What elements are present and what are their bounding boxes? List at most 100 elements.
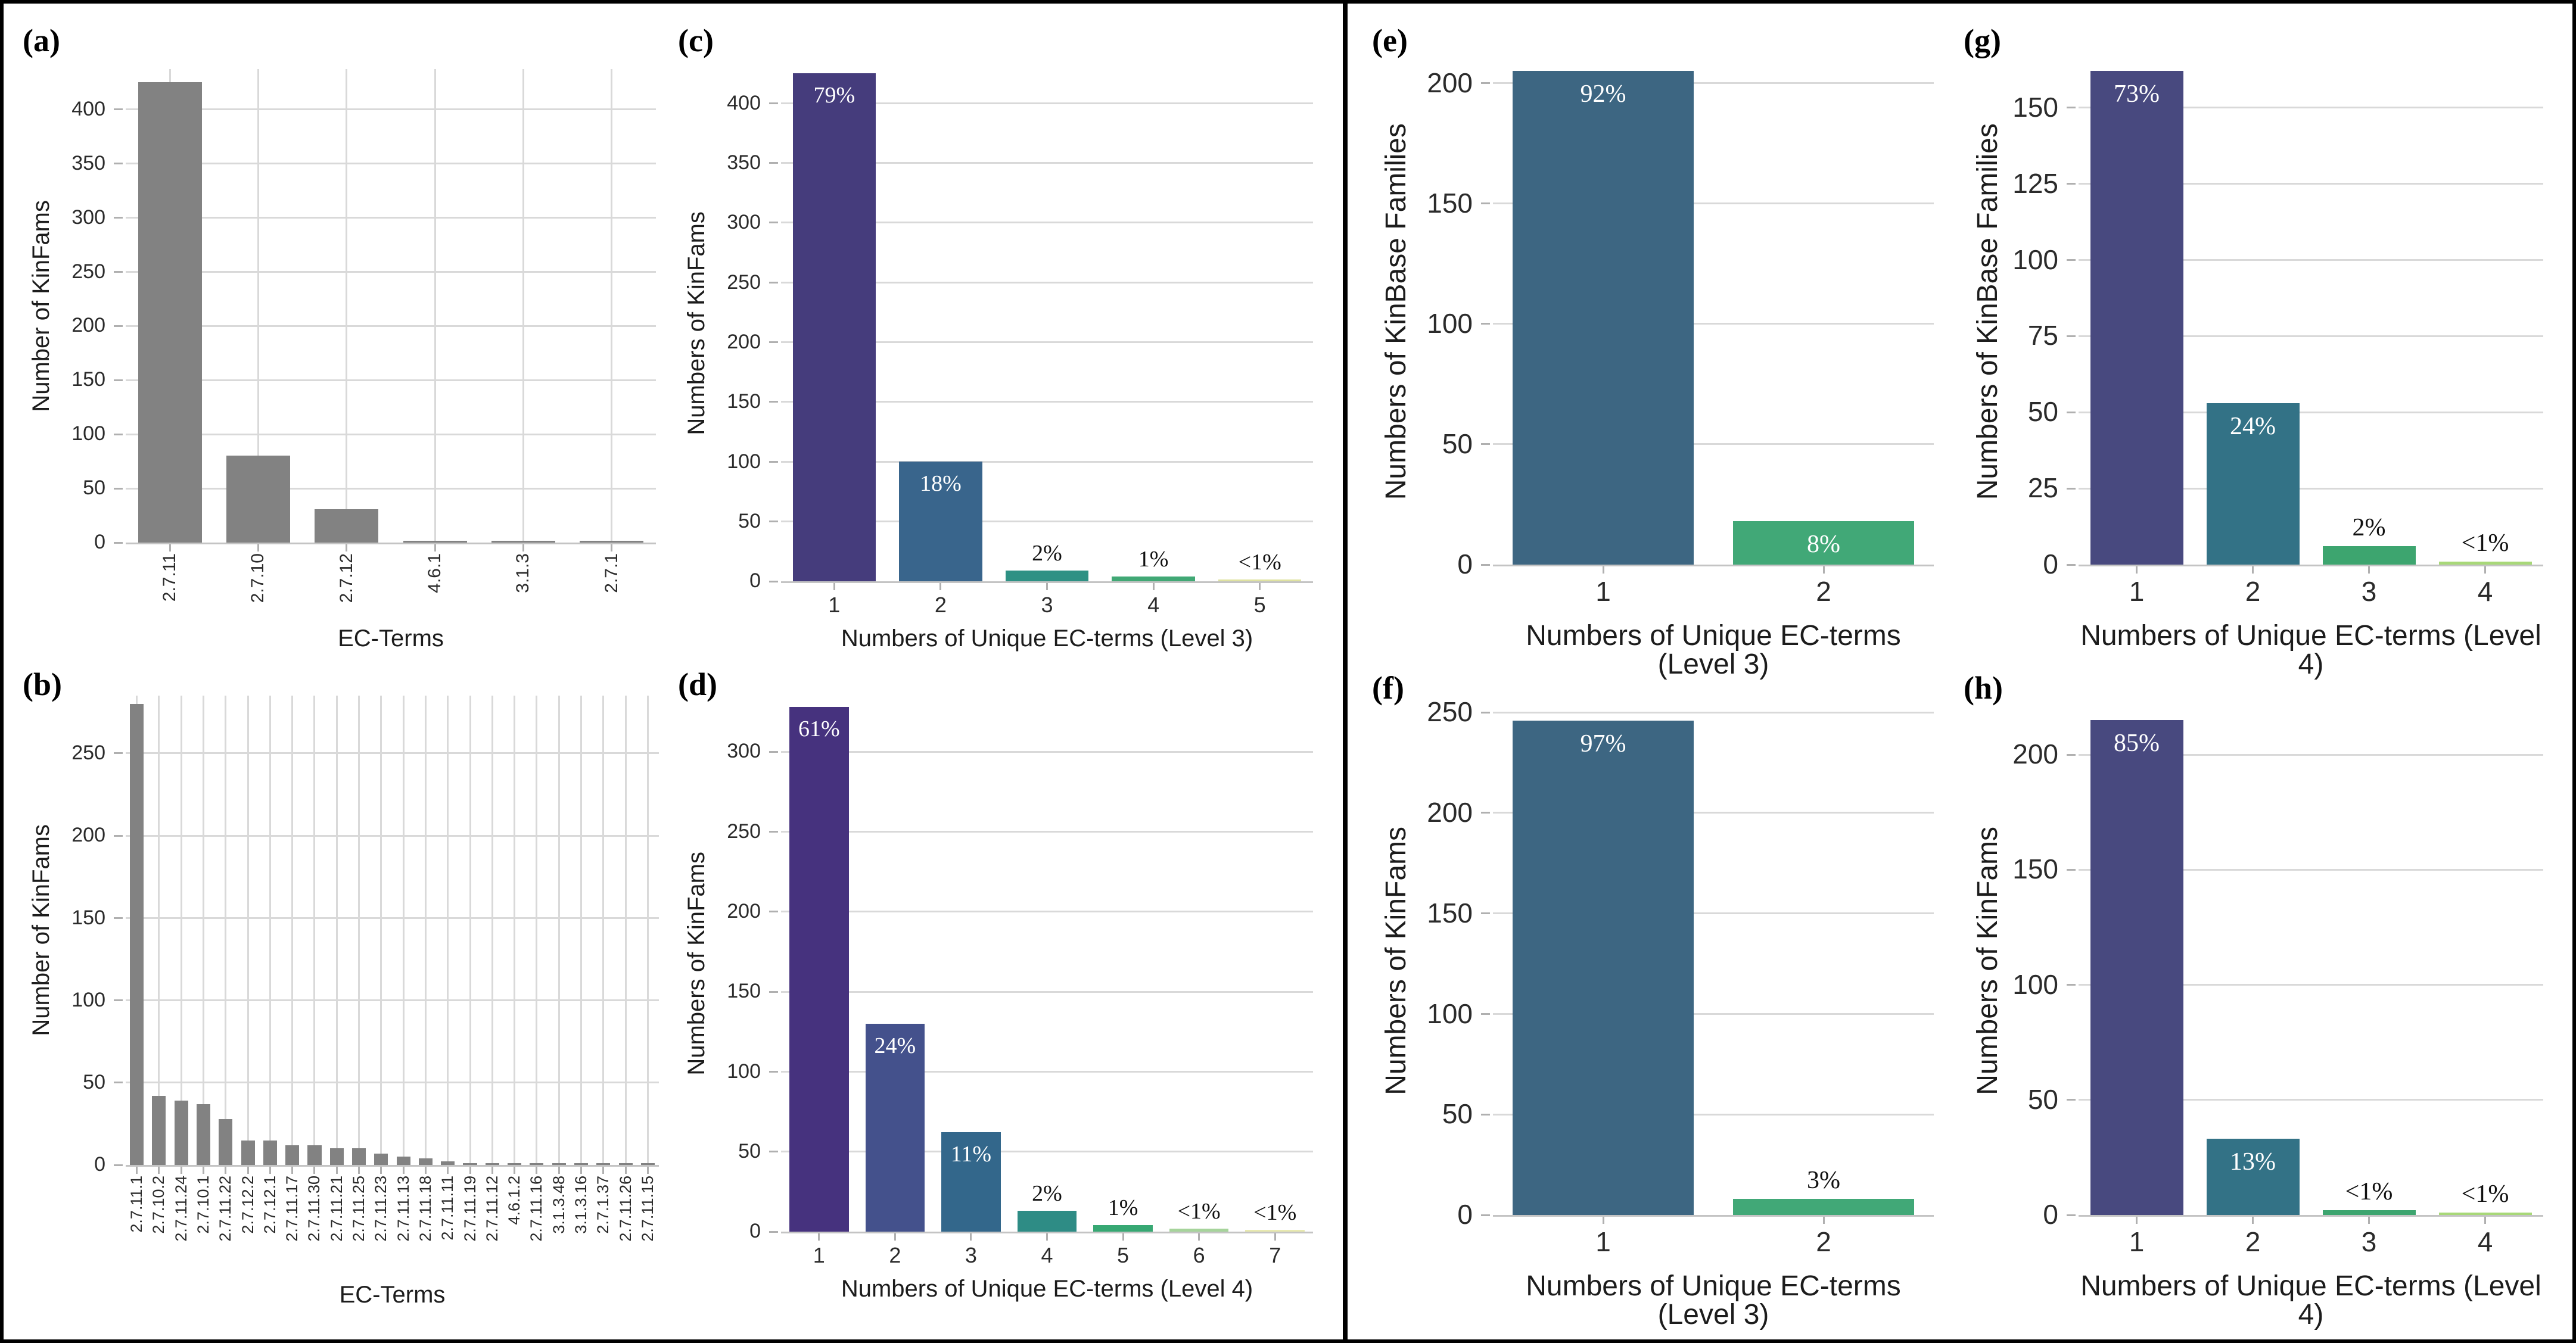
bar (1093, 1225, 1153, 1232)
gridline-horizontal (781, 102, 1313, 104)
x-tick-label: 3 (1041, 593, 1053, 617)
gridline-vertical (380, 696, 382, 1165)
plot-area (781, 696, 1313, 1233)
y-tick-label: 250 (727, 270, 761, 294)
x-tick-label-text: 2.7.11.18 (416, 1176, 434, 1242)
panel-h: (h) 0 50 100 150 200 1 2 3 4 85% 13% <1% <1% Numbers o… (1962, 666, 2561, 1329)
panel-letter: (h) (1964, 670, 2003, 706)
gridline-vertical (247, 696, 249, 1165)
y-axis-label-text: Number of KinFams (28, 200, 54, 412)
x-tick-mark (818, 1233, 820, 1241)
bar (485, 1163, 499, 1165)
y-tick-mark (769, 1230, 778, 1233)
x-tick-label: 5 (1117, 1243, 1130, 1267)
x-tick-label: 3 (2361, 576, 2377, 607)
x-tick-label-text: 2.7.11.25 (350, 1176, 368, 1242)
y-tick-mark (114, 325, 123, 327)
y-tick-mark (2067, 335, 2076, 337)
bar (618, 1163, 633, 1165)
gridline-vertical (491, 696, 493, 1165)
y-tick-label: 0 (94, 531, 105, 554)
gridline-horizontal (2079, 411, 2543, 413)
x-tick-label-text: 2.7.11.11 (438, 1176, 457, 1241)
y-tick-label: 150 (1427, 897, 1473, 928)
y-tick-label: 0 (2043, 1199, 2058, 1230)
y-tick-mark (114, 834, 123, 837)
bar (941, 1132, 1001, 1232)
x-axis-label: EC-Terms (338, 625, 444, 652)
bar (899, 462, 982, 581)
x-axis-label: Numbers of Unique EC-terms (Level 4) (2080, 620, 2541, 680)
plot-area (1493, 59, 1934, 566)
gridline-vertical (580, 696, 582, 1165)
x-tick-mark (2368, 566, 2370, 574)
x-tick-label: 2.7.11.24 (170, 1176, 192, 1278)
y-tick-mark (769, 911, 778, 913)
gridline-horizontal (126, 108, 656, 110)
gridline-vertical (646, 696, 649, 1165)
bar (789, 706, 849, 1232)
x-tick-label: 1 (1595, 576, 1611, 607)
x-tick-label-text: 3.1.3.48 (549, 1176, 568, 1234)
y-tick-label: 125 (2012, 167, 2058, 199)
x-tick-label: 2.7.11.22 (214, 1176, 237, 1278)
x-tick-label-text: 3.1.3.16 (571, 1176, 590, 1234)
gridline-horizontal (1493, 323, 1934, 325)
y-tick-mark (1481, 443, 1490, 445)
gridline-vertical (522, 69, 524, 543)
x-tick-mark (203, 1167, 205, 1174)
x-tick-mark (833, 583, 835, 590)
gridline-vertical (434, 69, 436, 543)
y-tick-mark (769, 222, 778, 224)
y-tick-label: 0 (94, 1153, 105, 1176)
y-tick-mark (769, 281, 778, 283)
y-tick-mark (1481, 812, 1490, 814)
x-tick-mark (514, 1167, 516, 1174)
y-tick-mark (114, 108, 123, 110)
x-tick-label: 3 (2361, 1226, 2377, 1257)
bar (315, 509, 379, 543)
y-tick-mark (2067, 487, 2076, 490)
x-tick-label: 2.7.11.25 (348, 1176, 370, 1278)
y-tick-label: 0 (749, 569, 761, 593)
x-tick-label: 2.7.11.26 (614, 1176, 636, 1278)
gridline-horizontal (1493, 812, 1934, 814)
gridline-horizontal (781, 460, 1313, 463)
y-tick-label: 0 (749, 1220, 761, 1243)
x-tick-mark (970, 1233, 972, 1241)
gridline-horizontal (126, 379, 656, 381)
gridline-vertical (514, 696, 516, 1165)
gridline-horizontal (2079, 984, 2543, 986)
bar (226, 456, 290, 543)
y-tick-mark (1481, 563, 1490, 566)
y-tick-label: 300 (727, 740, 761, 763)
bar-value-label: <1% (1177, 1198, 1221, 1224)
y-tick-mark (1481, 82, 1490, 84)
y-tick-mark (114, 999, 123, 1001)
bar-value-label: 8% (1807, 531, 1840, 559)
x-tick-label: 3.1.3.16 (570, 1176, 592, 1278)
bar (2438, 561, 2532, 565)
bar (640, 1163, 655, 1165)
gridline-vertical (624, 696, 627, 1165)
x-tick-label-text: 2.7.11 (160, 553, 180, 602)
y-tick-mark (2067, 753, 2076, 756)
bar (580, 541, 644, 543)
bar (1005, 570, 1089, 581)
y-tick-label: 350 (71, 151, 105, 175)
gridline-horizontal (1493, 82, 1934, 84)
y-tick-mark (1481, 912, 1490, 915)
gridline-horizontal (2079, 335, 2543, 337)
bar-value-label: 92% (1580, 80, 1626, 108)
bar (138, 82, 202, 543)
x-axis-label: Numbers of Unique EC-terms (Level 3) (841, 625, 1253, 652)
y-axis-label: Numbers of KinFams (1970, 706, 2006, 1215)
bar (1218, 579, 1302, 581)
y-tick-label: 100 (727, 450, 761, 473)
gridline-horizontal (2079, 1099, 2543, 1101)
y-tick-mark (2067, 107, 2076, 109)
gridline-horizontal (2079, 259, 2543, 261)
y-axis-label-text: Number of KinFams (28, 824, 54, 1036)
gridline-vertical (424, 696, 427, 1165)
x-tick-label: 4.6.1 (391, 553, 479, 622)
